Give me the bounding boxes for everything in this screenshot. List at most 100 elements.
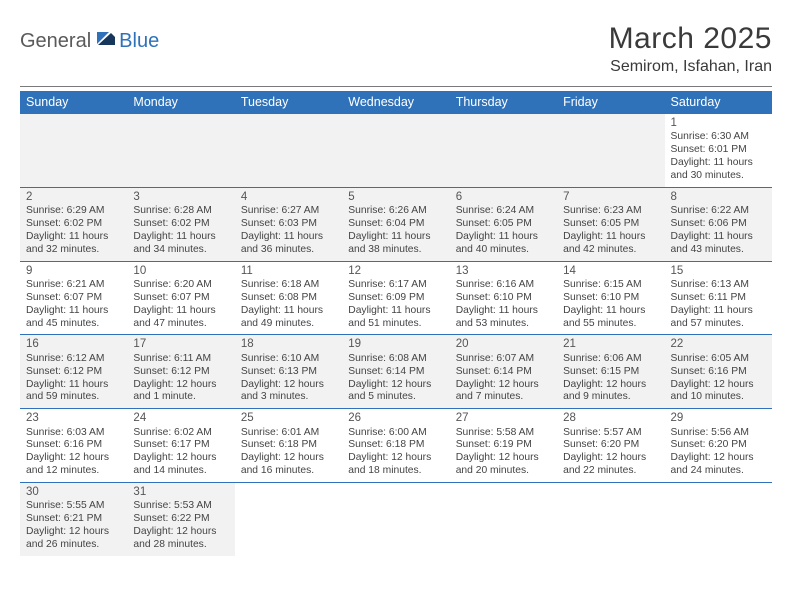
day-number: 11 bbox=[241, 264, 336, 278]
calendar-week: 16Sunrise: 6:12 AMSunset: 6:12 PMDayligh… bbox=[20, 335, 772, 408]
calendar-cell: 19Sunrise: 6:08 AMSunset: 6:14 PMDayligh… bbox=[342, 335, 449, 408]
day-detail: Sunset: 6:14 PM bbox=[456, 366, 551, 379]
calendar-cell-empty bbox=[342, 483, 449, 556]
day-detail: Sunrise: 6:13 AM bbox=[671, 279, 766, 292]
weekday-header: Friday bbox=[557, 91, 664, 114]
day-detail: Sunset: 6:02 PM bbox=[133, 218, 228, 231]
calendar-cell: 5Sunrise: 6:26 AMSunset: 6:04 PMDaylight… bbox=[342, 188, 449, 261]
day-detail: and 9 minutes. bbox=[563, 391, 658, 404]
calendar-cell-empty bbox=[342, 114, 449, 187]
day-number: 10 bbox=[133, 264, 228, 278]
day-detail: Daylight: 11 hours bbox=[133, 231, 228, 244]
day-detail: and 42 minutes. bbox=[563, 244, 658, 257]
day-detail: Sunset: 6:14 PM bbox=[348, 366, 443, 379]
day-number: 8 bbox=[671, 190, 766, 204]
day-detail: Sunset: 6:18 PM bbox=[348, 439, 443, 452]
day-detail: Sunset: 6:11 PM bbox=[671, 292, 766, 305]
day-detail: and 47 minutes. bbox=[133, 318, 228, 331]
day-detail: Sunrise: 6:11 AM bbox=[133, 353, 228, 366]
calendar-cell-empty bbox=[450, 483, 557, 556]
calendar-cell-empty bbox=[557, 114, 664, 187]
day-detail: and 49 minutes. bbox=[241, 318, 336, 331]
day-detail: Daylight: 11 hours bbox=[348, 231, 443, 244]
day-number: 13 bbox=[456, 264, 551, 278]
weekday-header: Tuesday bbox=[235, 91, 342, 114]
day-detail: Sunrise: 6:29 AM bbox=[26, 205, 121, 218]
calendar: Sunday Monday Tuesday Wednesday Thursday… bbox=[20, 91, 772, 556]
calendar-cell: 18Sunrise: 6:10 AMSunset: 6:13 PMDayligh… bbox=[235, 335, 342, 408]
day-detail: and 32 minutes. bbox=[26, 244, 121, 257]
day-number: 20 bbox=[456, 337, 551, 351]
day-number: 7 bbox=[563, 190, 658, 204]
day-detail: Sunset: 6:05 PM bbox=[563, 218, 658, 231]
day-number: 17 bbox=[133, 337, 228, 351]
day-detail: Daylight: 11 hours bbox=[456, 231, 551, 244]
day-detail: Daylight: 12 hours bbox=[456, 452, 551, 465]
day-detail: and 20 minutes. bbox=[456, 465, 551, 478]
day-detail: Daylight: 11 hours bbox=[26, 305, 121, 318]
calendar-cell-empty bbox=[20, 114, 127, 187]
day-detail: Sunrise: 5:55 AM bbox=[26, 500, 121, 513]
logo-text-general: General bbox=[20, 30, 91, 53]
day-detail: and 12 minutes. bbox=[26, 465, 121, 478]
calendar-cell: 8Sunrise: 6:22 AMSunset: 6:06 PMDaylight… bbox=[665, 188, 772, 261]
day-detail: Daylight: 11 hours bbox=[241, 231, 336, 244]
calendar-cell: 12Sunrise: 6:17 AMSunset: 6:09 PMDayligh… bbox=[342, 262, 449, 335]
day-detail: and 24 minutes. bbox=[671, 465, 766, 478]
day-detail: Sunset: 6:20 PM bbox=[671, 439, 766, 452]
day-detail: Sunset: 6:12 PM bbox=[26, 366, 121, 379]
day-detail: Sunset: 6:07 PM bbox=[26, 292, 121, 305]
day-detail: Daylight: 11 hours bbox=[671, 157, 766, 170]
day-detail: Daylight: 11 hours bbox=[26, 379, 121, 392]
calendar-cell: 28Sunrise: 5:57 AMSunset: 6:20 PMDayligh… bbox=[557, 409, 664, 482]
title-block: March 2025 Semirom, Isfahan, Iran bbox=[609, 22, 772, 76]
calendar-cell: 1Sunrise: 6:30 AMSunset: 6:01 PMDaylight… bbox=[665, 114, 772, 187]
day-detail: Sunset: 6:05 PM bbox=[456, 218, 551, 231]
day-detail: Sunset: 6:17 PM bbox=[133, 439, 228, 452]
day-detail: Sunset: 6:07 PM bbox=[133, 292, 228, 305]
calendar-cell: 11Sunrise: 6:18 AMSunset: 6:08 PMDayligh… bbox=[235, 262, 342, 335]
day-detail: Sunrise: 6:16 AM bbox=[456, 279, 551, 292]
calendar-week: 23Sunrise: 6:03 AMSunset: 6:16 PMDayligh… bbox=[20, 409, 772, 482]
calendar-cell: 21Sunrise: 6:06 AMSunset: 6:15 PMDayligh… bbox=[557, 335, 664, 408]
day-detail: Sunrise: 6:05 AM bbox=[671, 353, 766, 366]
calendar-cell: 14Sunrise: 6:15 AMSunset: 6:10 PMDayligh… bbox=[557, 262, 664, 335]
day-number: 15 bbox=[671, 264, 766, 278]
day-detail: Sunset: 6:19 PM bbox=[456, 439, 551, 452]
calendar-cell: 20 Sunrise: 6:07 AMSunset: 6:14 PMDayligh… bbox=[450, 335, 557, 408]
calendar-cell: 27Sunrise: 5:58 AMSunset: 6:19 PMDayligh… bbox=[450, 409, 557, 482]
weekday-header: Monday bbox=[127, 91, 234, 114]
calendar-cell: 24Sunrise: 6:02 AMSunset: 6:17 PMDayligh… bbox=[127, 409, 234, 482]
day-detail: Sunrise: 6:00 AM bbox=[348, 427, 443, 440]
day-number: 12 bbox=[348, 264, 443, 278]
day-detail: Daylight: 12 hours bbox=[133, 379, 228, 392]
day-detail: Sunrise: 5:58 AM bbox=[456, 427, 551, 440]
day-detail: and 45 minutes. bbox=[26, 318, 121, 331]
day-number: 16 bbox=[26, 337, 121, 351]
day-detail: Daylight: 12 hours bbox=[348, 379, 443, 392]
day-detail: Daylight: 12 hours bbox=[26, 526, 121, 539]
day-detail: Daylight: 12 hours bbox=[348, 452, 443, 465]
day-number: 9 bbox=[26, 264, 121, 278]
day-detail: Sunrise: 6:10 AM bbox=[241, 353, 336, 366]
day-detail: Sunset: 6:20 PM bbox=[563, 439, 658, 452]
day-detail: Sunset: 6:08 PM bbox=[241, 292, 336, 305]
calendar-week: 30Sunrise: 5:55 AMSunset: 6:21 PMDayligh… bbox=[20, 483, 772, 556]
weekday-header: Saturday bbox=[665, 91, 772, 114]
day-detail: Sunrise: 6:07 AM bbox=[456, 353, 551, 366]
day-number: 4 bbox=[241, 190, 336, 204]
day-detail: Daylight: 12 hours bbox=[456, 379, 551, 392]
day-number: 28 bbox=[563, 411, 658, 425]
day-detail: Sunrise: 6:27 AM bbox=[241, 205, 336, 218]
day-number: 31 bbox=[133, 485, 228, 499]
day-detail: Sunrise: 6:28 AM bbox=[133, 205, 228, 218]
header-rule bbox=[20, 86, 772, 87]
calendar-cell-empty bbox=[127, 114, 234, 187]
day-detail: and 38 minutes. bbox=[348, 244, 443, 257]
day-number: 25 bbox=[241, 411, 336, 425]
day-number: 26 bbox=[348, 411, 443, 425]
day-detail: Sunrise: 6:01 AM bbox=[241, 427, 336, 440]
calendar-cell: 4Sunrise: 6:27 AMSunset: 6:03 PMDaylight… bbox=[235, 188, 342, 261]
day-detail: and 14 minutes. bbox=[133, 465, 228, 478]
day-detail: Sunrise: 5:56 AM bbox=[671, 427, 766, 440]
